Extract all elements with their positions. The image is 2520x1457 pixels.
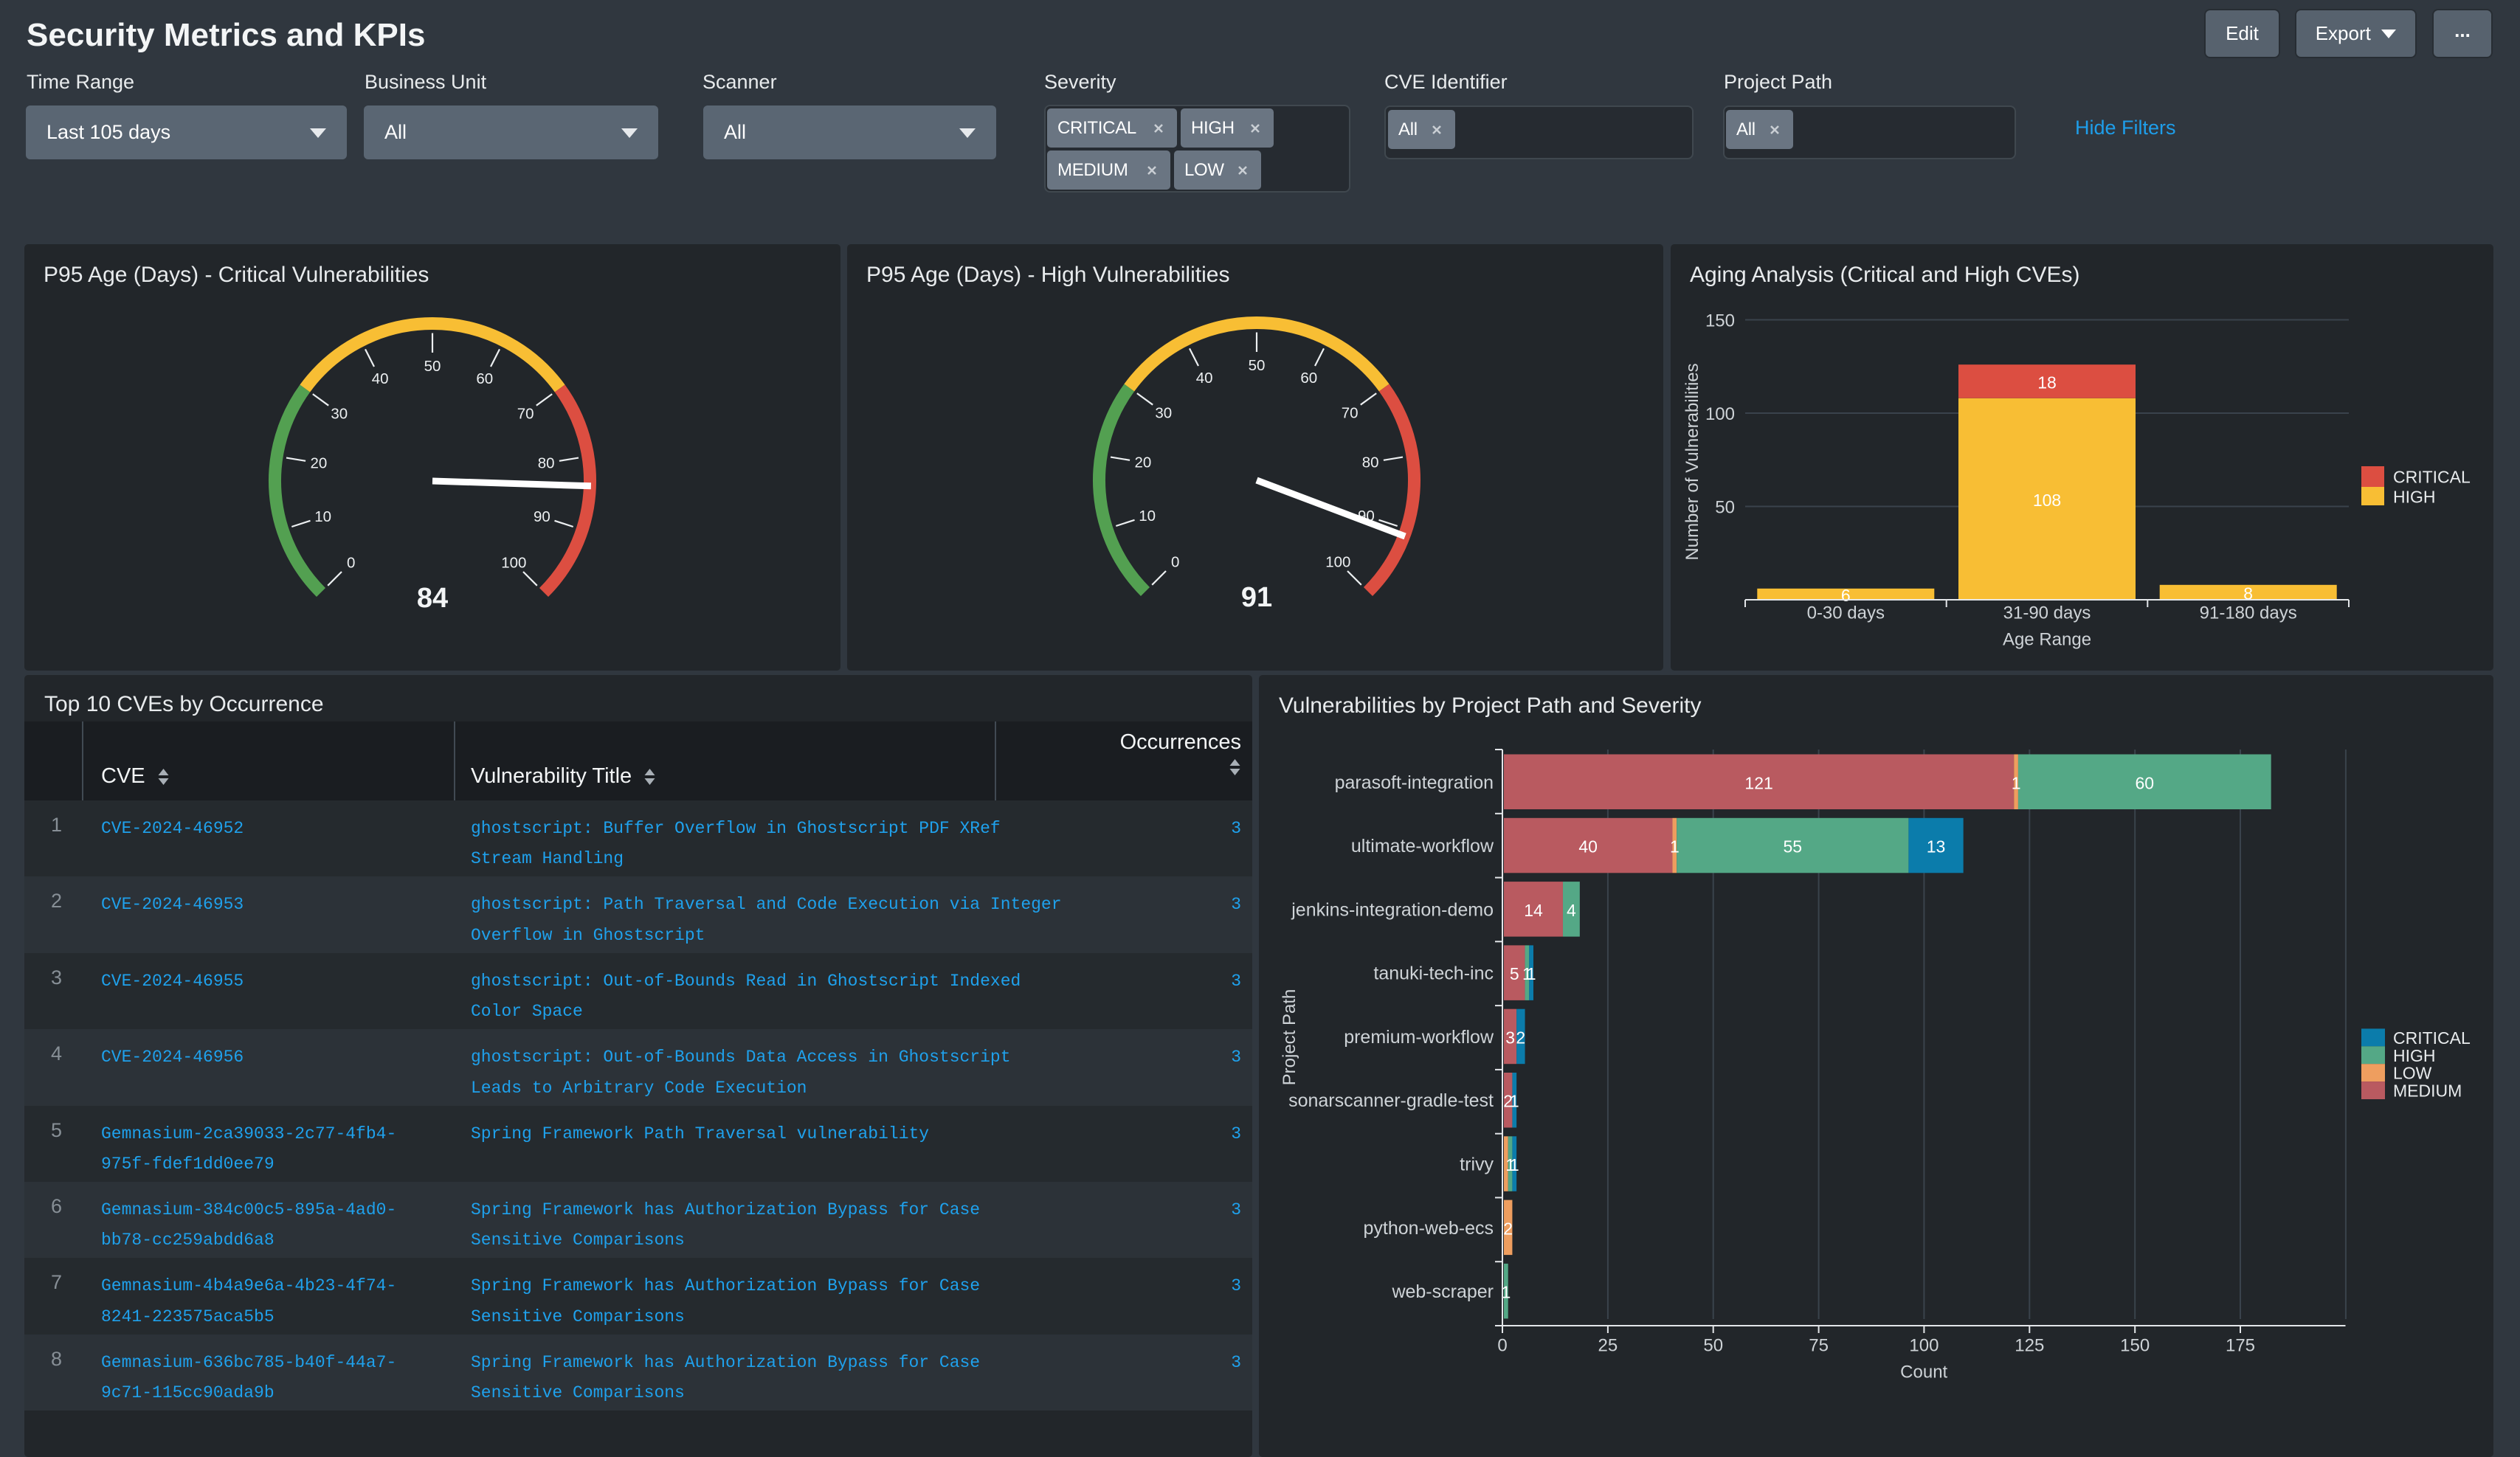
svg-text:jenkins-integration-demo: jenkins-integration-demo	[1291, 899, 1494, 920]
svg-text:31-90 days: 31-90 days	[2003, 603, 2091, 623]
svg-text:web-scraper: web-scraper	[1391, 1281, 1494, 1302]
svg-text:HIGH: HIGH	[2393, 488, 2436, 507]
svg-text:LOW: LOW	[2393, 1064, 2432, 1083]
svg-text:100: 100	[1909, 1336, 1939, 1356]
svg-text:91: 91	[1241, 582, 1272, 613]
svg-text:108: 108	[2033, 491, 2061, 510]
svg-text:2: 2	[1516, 1028, 1525, 1047]
svg-text:sonarscanner-gradle-test: sonarscanner-gradle-test	[1288, 1090, 1494, 1111]
svg-text:1: 1	[1527, 964, 1536, 983]
svg-text:5: 5	[1510, 964, 1519, 983]
svg-text:90: 90	[534, 508, 550, 525]
svg-text:1: 1	[2012, 773, 2021, 792]
svg-text:100: 100	[1325, 553, 1350, 570]
svg-text:0-30 days: 0-30 days	[1807, 603, 1885, 623]
svg-text:4: 4	[1567, 901, 1576, 920]
svg-text:1: 1	[1670, 837, 1680, 856]
svg-text:0: 0	[1497, 1336, 1507, 1356]
svg-text:premium-workflow: premium-workflow	[1344, 1027, 1494, 1048]
svg-text:50: 50	[1703, 1336, 1723, 1356]
svg-text:18: 18	[2037, 373, 2057, 392]
svg-text:100: 100	[1705, 404, 1735, 424]
svg-text:Project Path: Project Path	[1280, 989, 1299, 1086]
svg-text:tanuki-tech-inc: tanuki-tech-inc	[1373, 963, 1494, 984]
svg-text:MEDIUM: MEDIUM	[2393, 1081, 2462, 1101]
svg-text:30: 30	[1155, 404, 1172, 421]
svg-text:1: 1	[1510, 1155, 1519, 1174]
svg-text:150: 150	[1705, 311, 1735, 331]
svg-text:2: 2	[1503, 1092, 1513, 1111]
svg-text:50: 50	[1715, 498, 1735, 518]
svg-text:80: 80	[538, 455, 555, 472]
svg-text:parasoft-integration: parasoft-integration	[1335, 772, 1494, 793]
svg-text:1: 1	[1502, 1283, 1511, 1302]
svg-text:125: 125	[2015, 1336, 2044, 1356]
svg-text:60: 60	[1300, 370, 1317, 387]
svg-text:60: 60	[2136, 773, 2155, 792]
svg-text:10: 10	[314, 508, 331, 525]
svg-text:1: 1	[1522, 964, 1532, 983]
svg-text:40: 40	[372, 370, 389, 387]
svg-text:8: 8	[2243, 584, 2253, 603]
svg-text:80: 80	[1362, 454, 1379, 471]
svg-text:10: 10	[1139, 508, 1156, 525]
svg-text:175: 175	[2226, 1336, 2255, 1356]
svg-text:0: 0	[347, 554, 355, 571]
svg-text:100: 100	[501, 554, 526, 571]
svg-text:trivy: trivy	[1460, 1155, 1494, 1175]
svg-text:3: 3	[1505, 1028, 1515, 1047]
svg-text:HIGH: HIGH	[2393, 1046, 2436, 1065]
svg-text:50: 50	[424, 358, 441, 375]
svg-text:14: 14	[1524, 901, 1543, 920]
svg-text:ultimate-workflow: ultimate-workflow	[1351, 836, 1494, 856]
svg-text:20: 20	[1134, 454, 1151, 471]
svg-text:55: 55	[1784, 837, 1803, 856]
svg-text:50: 50	[1249, 357, 1266, 374]
svg-text:20: 20	[310, 455, 327, 472]
svg-text:Age Range: Age Range	[2003, 630, 2091, 650]
svg-text:1: 1	[1510, 1092, 1519, 1111]
svg-text:25: 25	[1598, 1336, 1618, 1356]
svg-text:60: 60	[476, 370, 493, 387]
svg-text:150: 150	[2120, 1336, 2150, 1356]
svg-text:Count: Count	[1900, 1363, 1947, 1382]
svg-text:70: 70	[1342, 404, 1359, 421]
svg-text:6: 6	[1841, 586, 1851, 605]
svg-text:0: 0	[1171, 553, 1179, 570]
svg-text:1: 1	[1505, 1155, 1515, 1174]
svg-text:python-web-ecs: python-web-ecs	[1364, 1218, 1494, 1239]
svg-text:70: 70	[517, 405, 534, 422]
svg-text:2: 2	[1503, 1219, 1513, 1238]
svg-text:CRITICAL: CRITICAL	[2393, 468, 2471, 487]
svg-text:40: 40	[1578, 837, 1598, 856]
svg-text:91-180 days: 91-180 days	[2200, 603, 2297, 623]
svg-text:121: 121	[1744, 773, 1772, 792]
svg-text:30: 30	[331, 405, 348, 422]
svg-text:13: 13	[1927, 837, 1946, 856]
svg-text:84: 84	[417, 583, 448, 614]
svg-text:75: 75	[1809, 1336, 1829, 1356]
svg-text:40: 40	[1196, 370, 1213, 387]
svg-text:Number of Vulnerabilities: Number of Vulnerabilities	[1682, 363, 1702, 560]
svg-text:CRITICAL: CRITICAL	[2393, 1028, 2471, 1048]
